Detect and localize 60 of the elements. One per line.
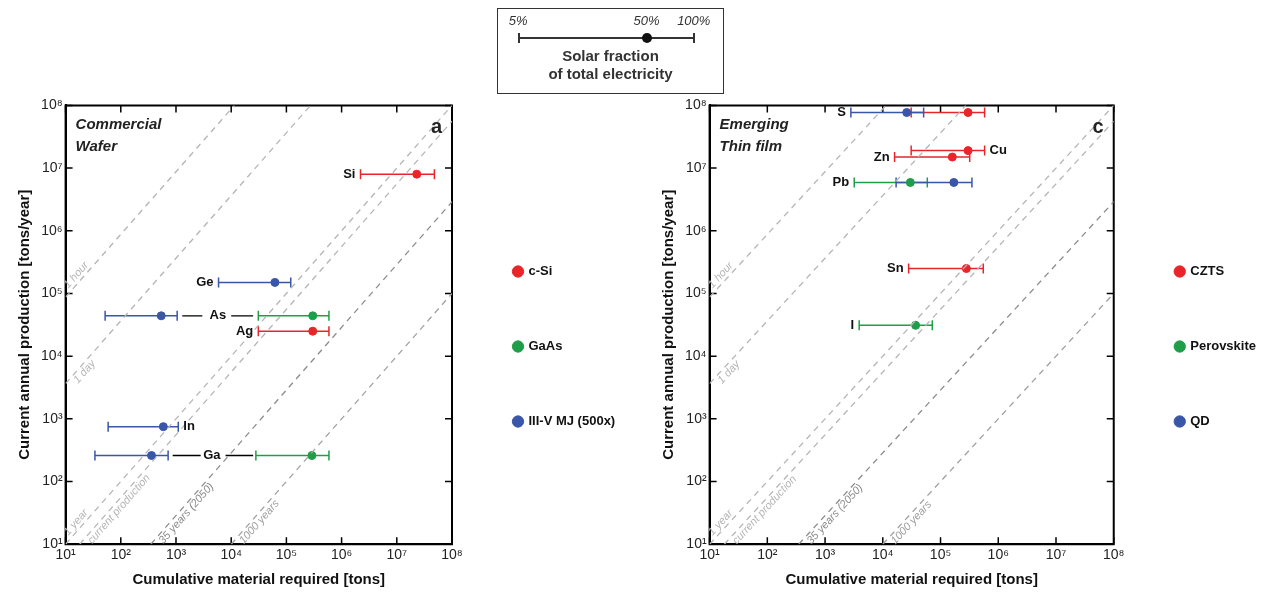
x-tick-label: 10³ — [165, 546, 187, 563]
x-tick-label: 10⁸ — [1103, 546, 1125, 563]
text: 1 day — [714, 356, 743, 386]
annotation: c — [1092, 114, 1104, 137]
y-tick-label: 10² — [42, 472, 63, 489]
annotation: Commercial Wafer — [75, 115, 163, 155]
y-tick-label: 10⁸ — [41, 96, 63, 113]
legend-label: Perovskite — [1190, 338, 1256, 354]
annotation: Emerging Thin film — [719, 115, 789, 155]
x-tick-label: 10⁴ — [872, 546, 894, 563]
x-axis-title: Cumulative material required [tons] — [132, 570, 386, 588]
y-tick-label: 10⁷ — [685, 158, 707, 175]
x-axis-title: Cumulative material required [tons] — [785, 570, 1038, 588]
y-tick-label: 10² — [686, 472, 707, 489]
x-tick-label: 10² — [110, 546, 132, 563]
y-tick-label: 10⁸ — [685, 96, 707, 113]
x-tick-label: 10⁴ — [220, 546, 242, 563]
y-tick-label: 10⁶ — [41, 221, 63, 238]
y-tick-label: 10⁴ — [40, 347, 63, 363]
annotation: I — [850, 316, 855, 332]
y-axis-title: Current annual production [tons/year] — [659, 189, 677, 460]
annotation: Cu — [989, 142, 1007, 158]
annotation: Ge — [196, 274, 214, 289]
y-tick-label: 10⁵ — [41, 284, 63, 301]
annotation: a — [430, 114, 443, 137]
x-tick-label: 10² — [757, 546, 778, 563]
annotation: Ag — [235, 322, 254, 338]
x-tick-label: 10⁶ — [987, 546, 1009, 563]
legend-label: CZTS — [1190, 263, 1225, 279]
x-tick-label: 10⁷ — [386, 546, 408, 563]
annotation: S — [837, 104, 847, 120]
text: 1 day — [70, 355, 99, 386]
x-tick-label: 10⁶ — [330, 546, 353, 563]
x-tick-label: 10⁸ — [441, 546, 463, 563]
y-tick-label: 10³ — [42, 409, 63, 426]
y-tick-label: 10⁶ — [685, 221, 707, 238]
annotation: Ga — [203, 447, 222, 463]
y-tick-label: 10⁵ — [685, 284, 707, 301]
x-tick-label: 10⁵ — [275, 546, 298, 563]
text: Solar fraction of total electricity — [547, 47, 674, 83]
text: 5% — [508, 13, 528, 28]
legend-label: c-Si — [528, 263, 553, 279]
legend-label: GaAs — [528, 338, 563, 354]
x-tick-label: 10³ — [814, 546, 836, 563]
text: 50% — [633, 13, 660, 28]
annotation: Si — [343, 165, 356, 181]
x-tick-label: 10⁵ — [929, 546, 952, 563]
y-tick-label: 10³ — [686, 409, 707, 426]
legend-label: III-V MJ (500x) — [528, 413, 616, 429]
annotation: Zn — [873, 148, 890, 164]
y-tick-label: 10⁴ — [684, 347, 707, 363]
y-tick-label: 10⁷ — [41, 158, 63, 175]
annotation: Sn — [886, 260, 904, 276]
annotation: As — [209, 307, 227, 323]
y-axis-title: Current annual production [tons/year] — [15, 189, 33, 460]
legend-label: QD — [1190, 413, 1210, 429]
text: 100% — [677, 13, 711, 28]
x-tick-label: 10⁷ — [1045, 546, 1067, 563]
annotation: In — [183, 418, 195, 434]
annotation: Pb — [832, 174, 850, 190]
